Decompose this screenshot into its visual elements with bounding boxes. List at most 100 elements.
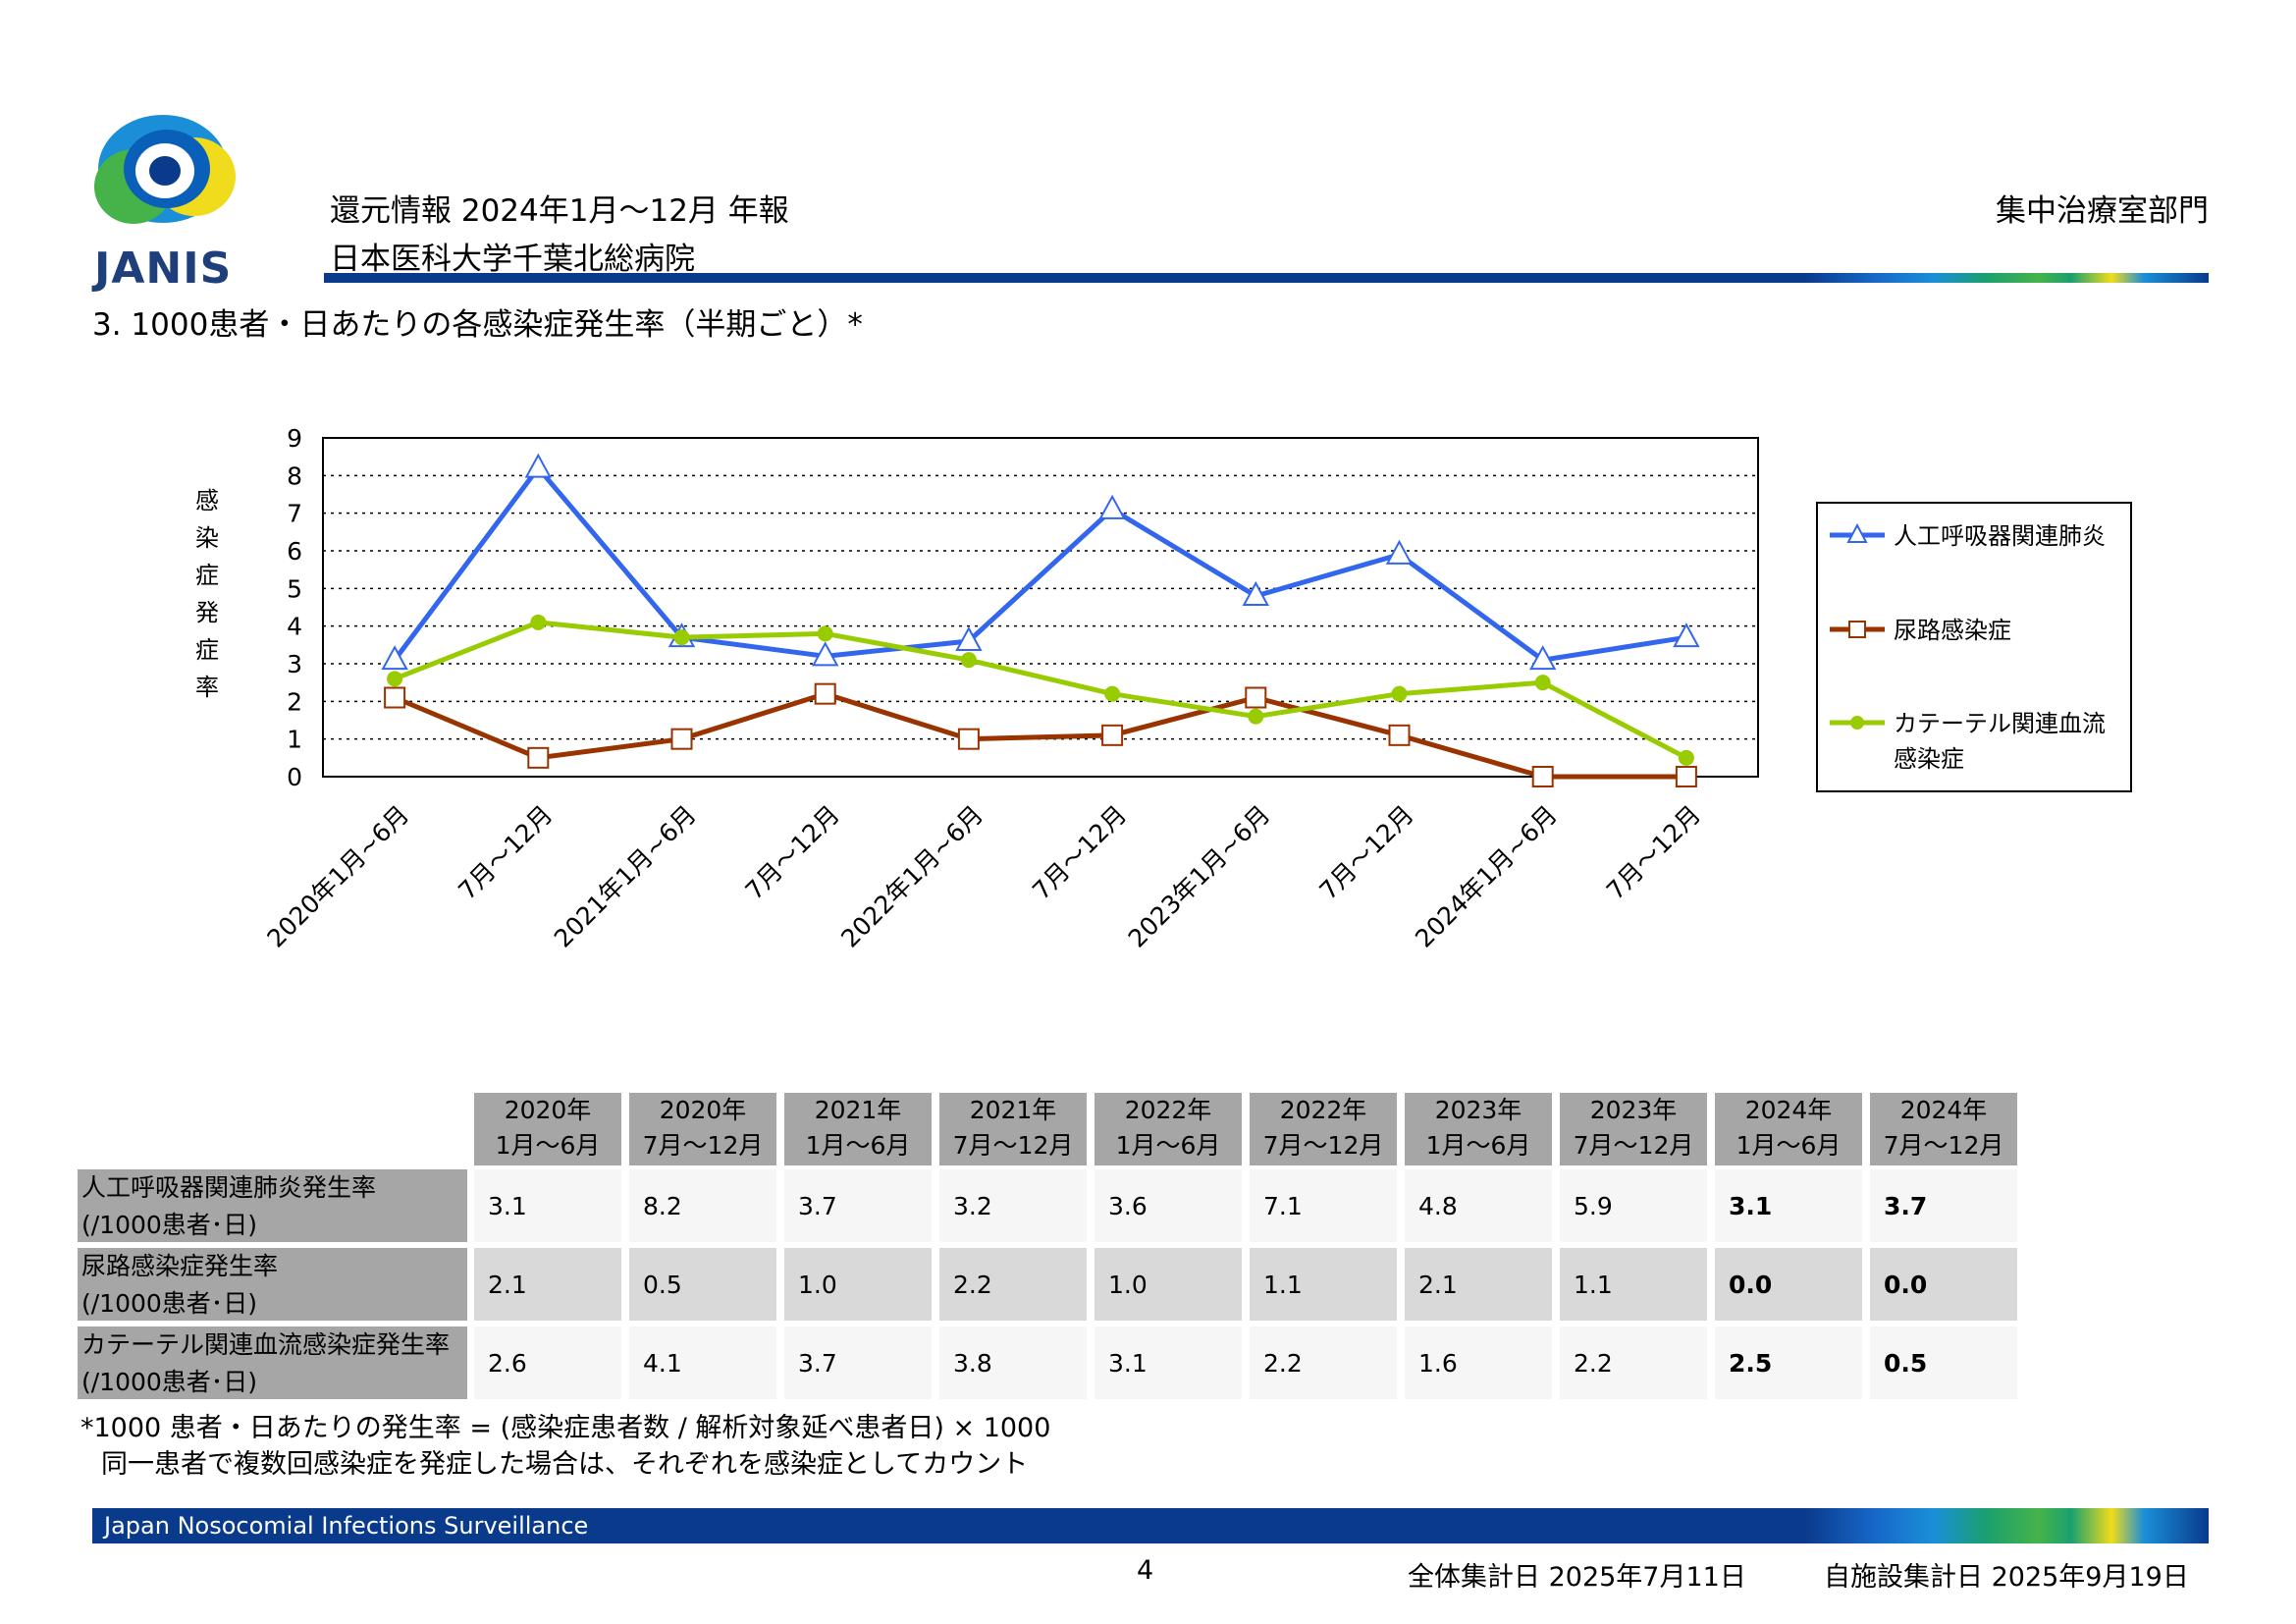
footnote-formula: *1000 患者・日あたりの発生率 = (感染症患者数 / 解析対象延べ患者日)… [80,1413,1051,1443]
footer-band-gradient [1804,1508,2209,1543]
table-cell: 3.1 [1095,1326,1242,1399]
header-rule-gradient [1804,273,2209,283]
table-header-line: 2023年 [1434,1096,1522,1124]
table-cell: 3.1 [474,1169,621,1242]
data-point-vap [1385,539,1414,565]
table-row-label-line: カテーテル関連血流感染症発生率 [81,1330,451,1359]
logo-text: JANIS [94,244,233,294]
table-cell: 3.7 [784,1326,932,1399]
data-point-vap [524,453,552,478]
table-cell: 0.0 [1870,1248,2017,1321]
data-point-uti [670,728,693,750]
table-cell: 2.6 [474,1326,621,1399]
table-row-label: カテーテル関連血流感染症発生率 (/1000患者･日) [78,1326,467,1399]
header-rule [324,273,2209,283]
x-tick-label: 7月～12月 [1027,800,1132,905]
table-header-line: 2023年 [1589,1096,1678,1124]
table-row-label-line: 人工呼吸器関連肺炎発生率 [81,1173,377,1202]
table-header-line: 7月～12月 [952,1131,1074,1160]
data-point-uti [814,682,836,705]
plot-area [322,437,1759,778]
table-header-line: 1月～6月 [1425,1131,1531,1160]
table-cell: 2.1 [474,1248,621,1321]
legend-label: 感染症 [1894,745,1964,773]
data-point-clabsi [1248,708,1264,725]
table-row-label: 人工呼吸器関連肺炎発生率 (/1000患者･日) [78,1169,467,1242]
legend-marker-vap [1846,522,1868,543]
y-tick-label: 2 [287,687,302,716]
table-cell: 2.2 [939,1248,1087,1321]
y-axis-label-char: 症 [195,562,219,589]
data-point-vap [812,641,839,667]
table-header-line: 7月～12月 [1573,1131,1694,1160]
data-point-vap [381,645,408,671]
table-cell: 8.2 [629,1169,776,1242]
data-point-vap [1242,580,1269,606]
table-header-cell: 2021年 7月～12月 [939,1093,1087,1165]
janis-logo-mark [94,115,236,224]
table-cell: 1.1 [1250,1248,1397,1321]
y-tick-label: 6 [287,537,302,566]
department-name: 集中治療室部門 [1996,193,2209,229]
y-tick-label: 8 [287,461,302,490]
table-header-cell: 2023年 1月～6月 [1405,1093,1552,1165]
table-cell: 1.6 [1405,1326,1552,1399]
data-point-uti [1101,724,1124,746]
table-header-cell: 2022年 7月～12月 [1250,1093,1397,1165]
y-tick-label: 9 [287,424,302,453]
legend-label: 尿路感染症 [1894,617,2011,644]
table-cell: 2.2 [1250,1326,1397,1399]
y-tick-label: 4 [287,613,302,641]
table-header-line: 2022年 [1279,1096,1367,1124]
data-point-uti [1388,724,1411,746]
table-cell: 3.8 [939,1326,1087,1399]
table-cell: 1.0 [1095,1248,1242,1321]
data-point-uti [957,728,980,750]
x-tick-label: 2022年1月~6月 [835,800,988,953]
table-cell: 2.2 [1560,1326,1707,1399]
x-tick-label: 7月～12月 [740,800,845,905]
table-row-label-line: 尿路感染症発生率 [81,1252,279,1280]
table-header-line: 2021年 [969,1096,1057,1124]
table-row-label-line: (/1000患者･日) [81,1211,258,1239]
table-header-line: 2020年 [659,1096,747,1124]
table-header-cell: 2024年 1月～6月 [1715,1093,1862,1165]
x-tick-label: 7月～12月 [1601,800,1706,905]
table-cell: 3.2 [939,1169,1087,1242]
data-point-uti [1531,766,1554,787]
x-tick-label: 7月～12月 [453,800,558,905]
table-header-cell: 2023年 7月～12月 [1560,1093,1707,1165]
data-point-clabsi [817,625,833,642]
table-cell: 3.7 [784,1169,932,1242]
y-tick-label: 7 [287,500,302,528]
x-tick-label: 2021年1月~6月 [549,800,702,953]
report-title: 還元情報 2024年1月～12月 年報 [330,193,789,229]
y-tick-label: 3 [287,650,302,678]
data-point-clabsi [1534,675,1551,691]
data-point-uti [1245,686,1267,709]
y-axis-label-char: 染 [195,524,219,552]
data-point-vap [955,625,983,651]
table-header-line: 1月～6月 [1115,1131,1221,1160]
table-cell: 3.7 [1870,1169,2017,1242]
y-tick-label: 0 [287,763,302,791]
footnote-count-rule: 同一患者で複数回感染症を発症した場合は、それぞれを感染症としてカウント [101,1449,1029,1480]
table-row-label-line: (/1000患者･日) [81,1289,258,1318]
table-header-line: 1月～6月 [805,1131,911,1160]
legend-box [1816,502,2132,792]
table-cell: 5.9 [1560,1169,1707,1242]
hospital-name: 日本医科大学千葉北総病院 [330,242,695,277]
y-axis-label-char: 症 [195,636,219,664]
legend-marker-clabsi [1850,716,1864,730]
table-header-line: 2024年 [1744,1096,1833,1124]
table-cell: 4.8 [1405,1169,1552,1242]
table-cell: 2.5 [1715,1326,1862,1399]
data-point-uti [1675,766,1697,787]
table-cell: 0.0 [1715,1248,1862,1321]
series-line-2 [394,691,1686,780]
table-header-line: 7月～12月 [1883,1131,2004,1160]
table-cell: 3.6 [1095,1169,1242,1242]
table-header-line: 2022年 [1124,1096,1212,1124]
y-axis-label-char: 感 [195,487,219,514]
y-axis-label-char: 率 [195,674,219,701]
